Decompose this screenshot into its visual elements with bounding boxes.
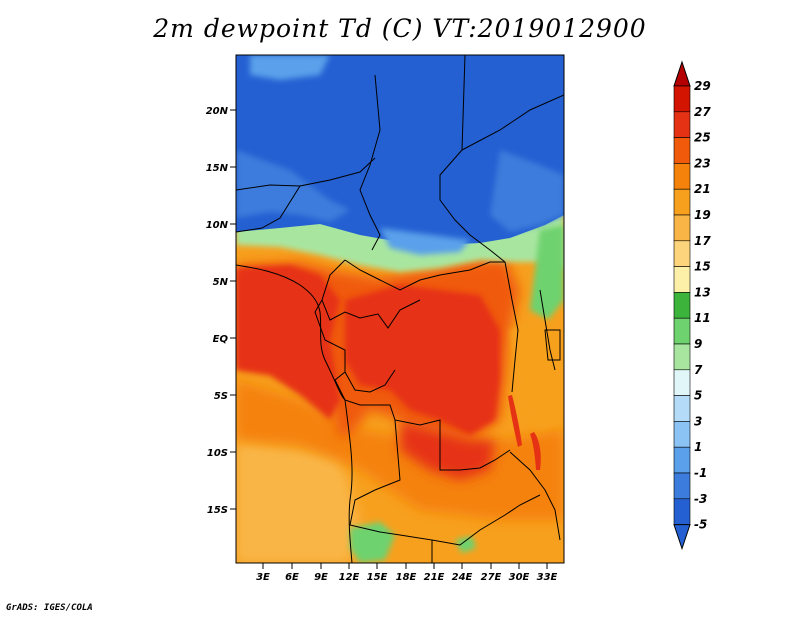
lat-label-5s: 5S: [214, 391, 228, 402]
colorbar-label: -1: [694, 466, 707, 480]
map-frame: [235, 54, 565, 564]
colorbar-swatch: [673, 292, 691, 319]
colorbar-bottom-arrow: [673, 524, 691, 551]
map-title: 2m dewpoint Td (C) VT:2019012900: [153, 14, 647, 43]
colorbar-label: 3: [694, 414, 702, 428]
lon-label-33e: 33E: [537, 572, 558, 583]
lon-label-3e: 3E: [256, 572, 270, 583]
lon-label-30e: 30E: [509, 572, 530, 583]
lat-label-20n: 20N: [206, 106, 229, 117]
lon-label-12e: 12E: [339, 572, 360, 583]
colorbar-swatch: [673, 240, 691, 267]
lat-label-15s: 15S: [207, 505, 228, 516]
colorbar-label: 7: [694, 363, 703, 377]
colorbar-label: 15: [694, 260, 711, 274]
colorbar-swatch: [673, 317, 691, 345]
lat-label-5n: 5N: [213, 277, 229, 288]
lon-label-27e: 27E: [481, 572, 502, 583]
grads-credit: GrADS: IGES/COLA: [6, 603, 93, 613]
lon-label-6e: 6E: [285, 572, 299, 583]
colorbar-swatch: [673, 498, 691, 525]
colorbar-label: 21: [694, 182, 711, 196]
colorbar-top-arrow: [673, 60, 691, 87]
country-borders: [236, 55, 564, 563]
colorbar-label: 19: [694, 208, 711, 222]
lon-label-18e: 18E: [396, 572, 417, 583]
colorbar-label: 11: [694, 311, 711, 325]
colorbar-swatch: [673, 111, 691, 138]
colorbar-swatch: [673, 369, 691, 396]
colorbar-label: 27: [694, 105, 711, 119]
lon-label-15e: 15E: [367, 572, 388, 583]
lon-label-24e: 24E: [452, 572, 473, 583]
colorbar-label: 5: [694, 389, 702, 403]
lon-label-21e: 21E: [424, 572, 445, 583]
colorbar-label: 23: [694, 156, 711, 170]
colorbar-label: 13: [694, 285, 711, 299]
colorbar-label: 17: [694, 234, 711, 248]
colorbar-swatch: [673, 343, 691, 371]
dewpoint-field: [236, 55, 564, 563]
colorbar: 29 27 25 23 21 19 17 15 13 11 9 7 5 3 1 -1 -3 -5: [673, 60, 711, 551]
colorbar-swatch: [673, 446, 691, 474]
lat-label-15n: 15N: [206, 163, 229, 174]
colorbar-label: 9: [694, 337, 702, 351]
colorbar-label: 25: [694, 131, 711, 145]
colorbar-label: 29: [694, 79, 711, 93]
colorbar-label: -5: [694, 518, 707, 532]
colorbar-label: -3: [694, 492, 707, 506]
colorbar-swatch: [673, 163, 691, 190]
lon-label-9e: 9E: [314, 572, 328, 583]
colorbar-swatch: [673, 266, 691, 293]
colorbar-swatch: [673, 214, 691, 242]
colorbar-swatch: [673, 472, 691, 500]
colorbar-swatch: [673, 137, 691, 164]
lat-label-eq: EQ: [213, 334, 229, 345]
latitude-axis: 20N 15N 10N 5N EQ 5S 10S 15S: [206, 106, 236, 516]
colorbar-swatch: [673, 395, 691, 422]
colorbar-swatch: [673, 85, 691, 113]
colorbar-swatch: [673, 421, 691, 448]
longitude-axis: 3E 6E 9E 12E 15E 18E 21E 24E 27E 30E 33E: [256, 563, 558, 583]
colorbar-label: 1: [694, 440, 702, 454]
colorbar-swatch: [673, 188, 691, 216]
lat-label-10n: 10N: [206, 220, 229, 231]
lat-label-10s: 10S: [207, 448, 228, 459]
